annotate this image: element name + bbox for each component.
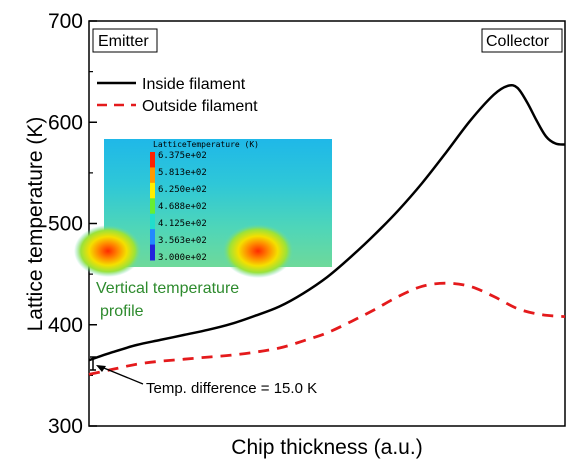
temp-diff-arrowhead <box>96 365 106 372</box>
inset-scale-title: LatticeTemperature (K) <box>153 140 259 149</box>
inset-scale-labels: 6.375e+02 5.813e+02 6.250e+02 4.688e+02 4.12… <box>158 151 207 263</box>
series-inside-filament <box>88 83 566 362</box>
legend: Inside filament Outside filament <box>97 76 258 115</box>
inset-scale-label: 6.250e+02 <box>158 185 207 195</box>
inset-scale-swatch <box>150 198 155 215</box>
collector-box <box>481 28 563 53</box>
collector-label: Collector <box>486 33 550 50</box>
legend-inside-label: Inside filament <box>142 76 246 93</box>
inset-scale-label: 5.813e+02 <box>158 168 207 178</box>
inset-heatmap: LatticeTemperature (K) 6.375e+02 5.813e+0… <box>74 139 332 278</box>
inset-scale-swatch <box>150 244 155 261</box>
inset-scale-swatch <box>150 213 155 230</box>
temp-difference-label: Temp. difference = 15.0 K <box>146 380 317 397</box>
inset-scale-label: 3.563e+02 <box>158 236 207 246</box>
inset-caption-line2: profile <box>100 303 144 320</box>
y-tick-label: 700 <box>48 10 83 33</box>
y-axis: 300 400 500 600 700 <box>48 10 97 438</box>
inset-scale-swatch <box>150 182 155 199</box>
inset-scale-label: 6.375e+02 <box>158 151 207 161</box>
inset-scale-label: 3.000e+02 <box>158 253 207 263</box>
x-axis-title: Chip thickness (a.u.) <box>231 436 422 459</box>
inset-hotspot-right <box>222 224 294 278</box>
inset-scale-swatch <box>150 152 155 168</box>
inset-scale-label: 4.688e+02 <box>158 202 207 212</box>
inset-color-scale <box>150 152 155 261</box>
y-tick-label: 400 <box>48 314 83 337</box>
inset-scale-label: 4.125e+02 <box>158 219 207 229</box>
y-tick-label: 300 <box>48 415 83 438</box>
temp-diff-arrow <box>98 365 144 385</box>
y-tick-label: 500 <box>48 213 83 236</box>
inset-hotspot-left <box>74 225 142 277</box>
y-axis-title: Lattice temperature (K) <box>24 117 47 332</box>
emitter-box <box>92 28 158 53</box>
series-outside-filament <box>88 281 566 376</box>
inset-scale-swatch <box>150 229 155 246</box>
legend-outside-label: Outside filament <box>142 98 258 115</box>
emitter-label: Emitter <box>98 33 149 50</box>
y-tick-label: 600 <box>48 111 83 134</box>
inset-caption-line1: Vertical temperature <box>96 280 239 297</box>
inset-scale-swatch <box>150 167 155 184</box>
inset-background <box>104 139 332 267</box>
